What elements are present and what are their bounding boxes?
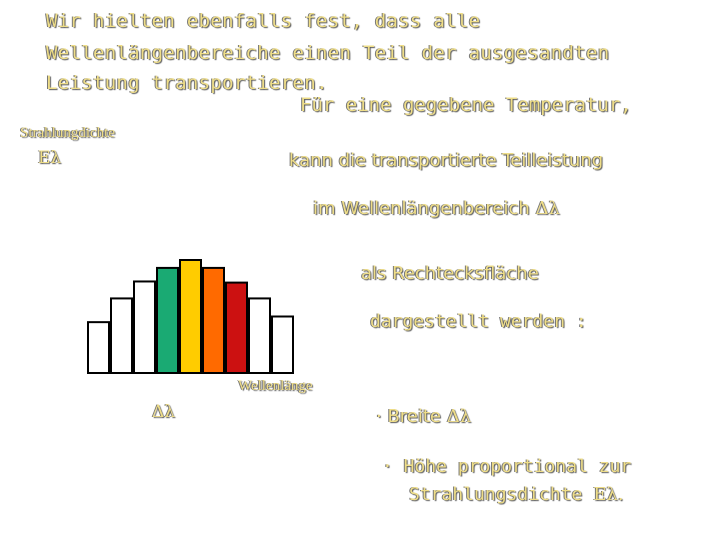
bar-2: [110, 297, 133, 375]
statement-line-3-text: im Wellenlängenbereich: [313, 198, 536, 219]
bullet-width-symbol: Δλ: [446, 406, 472, 427]
bar-3: [133, 280, 156, 374]
bar-8: [248, 297, 271, 375]
bullet-width-text: · Breite: [376, 406, 447, 427]
delta-lambda-symbol: Δλ: [535, 198, 560, 219]
bar-1: [87, 321, 110, 374]
y-axis-label: Strahlungdichte: [20, 125, 115, 141]
delta-lambda-label: Δλ: [152, 402, 176, 422]
bar-4: [156, 266, 179, 374]
bullet-width: · Breite Δλ: [376, 406, 471, 427]
intro-line-3: Leistung transportieren.: [46, 72, 328, 94]
y-axis-symbol: Eλ: [38, 148, 62, 168]
bar-5: [179, 259, 202, 374]
statement-line-3: im Wellenlängenbereich Δλ: [313, 198, 560, 219]
bar-7: [225, 281, 248, 375]
bullet-height-text: Strahlungsdichte: [409, 484, 594, 505]
bullet-height-symbol: Eλ.: [593, 484, 624, 505]
bar-6: [202, 266, 225, 374]
statement-line-5: dargestellt werden :: [370, 311, 587, 332]
bullet-height-line-2: Strahlungsdichte Eλ.: [409, 484, 624, 505]
statement-line-2: kann die transportierte Teilleistung: [289, 150, 604, 171]
bullet-height-line-1: · Höhe proportional zur: [382, 456, 632, 477]
intro-line-2: Wellenlängenbereiche einen Teil der ausg…: [46, 42, 610, 64]
x-axis-label: Wellenlänge: [238, 378, 313, 394]
statement-line-4: als Rechtecksfläche: [361, 263, 539, 284]
bar-9: [271, 315, 294, 374]
statement-line-1: Für eine gegebene Temperatur,: [300, 94, 632, 116]
intro-line-1: Wir hielten ebenfalls fest, dass alle: [46, 10, 481, 32]
